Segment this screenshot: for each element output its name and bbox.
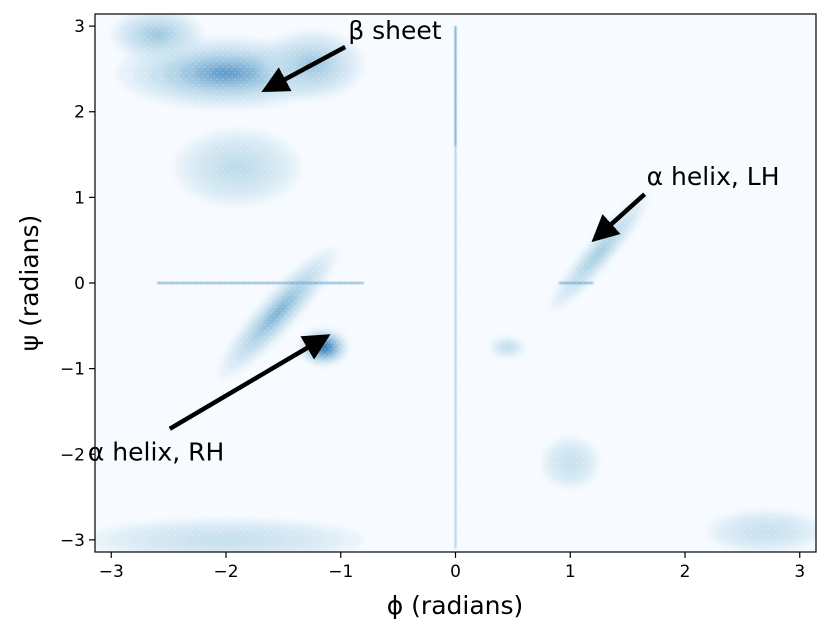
y-tick-label: −3 <box>60 531 85 551</box>
x-axis-ticks: −3 −2 −1 0 1 2 3 <box>99 552 805 582</box>
y-axis-ticks: −3 −2 −1 0 1 2 3 <box>60 17 95 551</box>
x-tick-label: −2 <box>213 562 238 582</box>
y-tick-label: 3 <box>74 17 85 37</box>
y-axis-label: ψ (radians) <box>15 215 44 352</box>
x-tick-label: −1 <box>328 562 353 582</box>
annotation-label: α helix, LH <box>647 162 780 191</box>
y-tick-label: 0 <box>74 274 85 294</box>
annotation-arrow <box>261 45 347 93</box>
x-tick-label: −3 <box>99 562 124 582</box>
annotation-label: α helix, RH <box>88 437 224 466</box>
x-tick-label: 1 <box>565 562 576 582</box>
annotation-label: β sheet <box>348 16 442 45</box>
x-axis-label: ϕ (radians) <box>387 591 524 620</box>
x-tick-label: 0 <box>450 562 461 582</box>
density-grain <box>95 14 816 552</box>
y-tick-label: 2 <box>74 103 85 123</box>
y-tick-label: −2 <box>60 445 85 465</box>
annotation-layer: β sheet α helix, LH α helix, RH <box>88 16 780 466</box>
annotation: β sheet <box>261 16 442 93</box>
annotation: α helix, LH <box>591 162 780 243</box>
y-tick-label: −1 <box>60 360 85 380</box>
x-tick-label: 2 <box>680 562 691 582</box>
annotation-arrow <box>591 192 647 243</box>
y-tick-label: 1 <box>74 188 85 208</box>
annotation: α helix, RH <box>88 334 331 466</box>
x-tick-label: 3 <box>794 562 805 582</box>
annotation-arrow <box>168 334 331 431</box>
